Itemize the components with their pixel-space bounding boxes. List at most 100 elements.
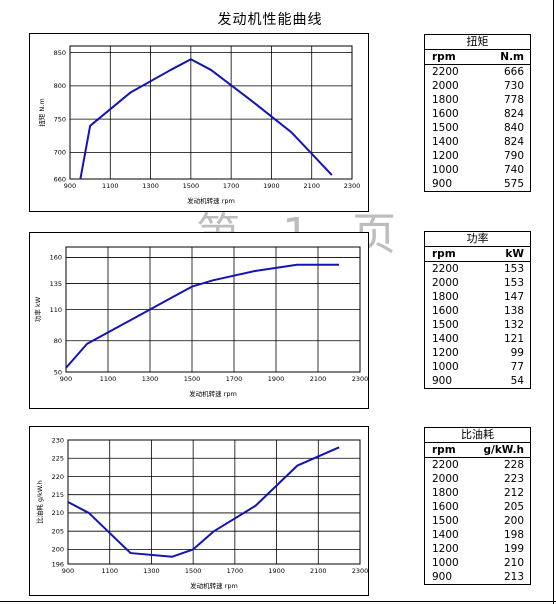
table-title: 扭矩: [424, 34, 531, 50]
rpm-cell: 2000: [432, 80, 459, 92]
rpm-cell: 1200: [432, 543, 459, 555]
table-row: 1500 200: [425, 514, 531, 528]
table-row: 900 54: [425, 374, 531, 389]
x-tick-label: 1700: [227, 567, 244, 575]
table-row: 1200 199: [425, 542, 531, 556]
table-header-row: rpm g/kW.h: [424, 442, 531, 458]
bsfc-chart: 900 1100 1300 1500 1700 1900 2100 2300 196 200 205…: [35, 436, 368, 590]
y-axis-label: 比油耗 g/kW.h: [35, 480, 44, 524]
table-header-cell: rpm: [424, 442, 471, 458]
x-tick-label: 1900: [268, 567, 285, 575]
table-row: 2200 153: [425, 262, 531, 277]
value-cell: 575: [503, 178, 524, 190]
y-tick-label: 50: [54, 368, 62, 376]
y-tick-label: 205: [52, 527, 64, 535]
value-cell: 824: [503, 108, 524, 120]
value-cell: 740: [503, 164, 524, 176]
rpm-cell: 1800: [432, 487, 459, 499]
rpm-cell: 1600: [432, 108, 459, 120]
y-tick-label: 210: [52, 509, 64, 517]
table-title-row: 功率: [424, 231, 531, 247]
x-tick-label: 2100: [310, 375, 327, 383]
x-tick-label: 1300: [142, 182, 159, 190]
power-chart-frame: 900 1100 1300 1500 1700 1900 2100 2300 50 80 110 13…: [29, 232, 369, 409]
torque-chart: 900 1100 1300 1500 1700 1900 2100 2300 660 700 750…: [37, 45, 361, 205]
value-cell: 77: [510, 361, 524, 373]
table-row: 1800 778: [425, 93, 531, 107]
rpm-cell: 1000: [432, 557, 459, 569]
y-tick-label: 660: [54, 175, 66, 183]
power-chart: 900 1100 1300 1500 1700 1900 2100 2300 50 80 110 13…: [33, 246, 368, 398]
power-table: 功率 rpm kW 2200 153 2000 153 1800 147 1600 138 1500 1…: [424, 231, 531, 389]
x-tick-label: 2100: [303, 182, 320, 190]
x-tick-label: 2300: [352, 375, 368, 383]
table-row: 1500 840: [425, 121, 531, 135]
rpm-cell: 2000: [432, 277, 459, 289]
rpm-cell: 1400: [432, 529, 459, 541]
table-row: 1000 77: [425, 360, 531, 374]
table-title: 功率: [424, 231, 531, 247]
y-tick-label: 196: [52, 560, 64, 568]
table-row: 1000 740: [425, 163, 531, 177]
value-cell: 210: [503, 557, 524, 569]
x-tick-label: 1100: [100, 375, 117, 383]
table-title: 比油耗: [424, 427, 531, 443]
value-cell: 228: [503, 459, 524, 471]
table-row: 1000 210: [425, 556, 531, 570]
x-tick-label: 2300: [344, 182, 361, 190]
y-tick-label: 215: [52, 491, 64, 499]
value-cell: 153: [503, 263, 524, 275]
table-row: 1800 212: [425, 486, 531, 500]
rpm-cell: 2200: [432, 66, 459, 78]
x-axis-label: 发动机转速 rpm: [190, 581, 238, 590]
value-cell: 790: [503, 150, 524, 162]
table-row: 1400 824: [425, 135, 531, 149]
rpm-cell: 1000: [432, 164, 459, 176]
x-tick-label: 1500: [183, 182, 200, 190]
table-row: 1800 147: [425, 290, 531, 304]
x-tick-label: 1100: [101, 567, 118, 575]
value-cell: 666: [503, 66, 524, 78]
rpm-cell: 900: [432, 178, 453, 190]
page-right-rule: [553, 0, 554, 604]
table-header-cell: kW: [483, 246, 531, 262]
value-cell: 730: [503, 80, 524, 92]
value-cell: 824: [503, 136, 524, 148]
bsfc-chart-frame: 900 1100 1300 1500 1700 1900 2100 2300 196 200 205…: [29, 426, 369, 596]
rpm-cell: 1500: [432, 515, 459, 527]
rpm-cell: 2200: [432, 459, 459, 471]
table-row: 2200 228: [425, 458, 531, 473]
value-cell: 138: [503, 305, 524, 317]
x-tick-label: 1500: [185, 567, 202, 575]
rpm-cell: 1800: [432, 291, 459, 303]
table-header-row: rpm N.m: [424, 49, 531, 65]
table-row: 900 213: [425, 570, 531, 585]
y-tick-label: 135: [50, 280, 62, 288]
value-cell: 153: [503, 277, 524, 289]
page-title: 发动机性能曲线: [217, 12, 323, 28]
rpm-cell: 1200: [432, 150, 459, 162]
plot-area: [69, 45, 353, 180]
x-tick-label: 1900: [263, 182, 280, 190]
y-tick-label: 200: [52, 546, 64, 554]
y-tick-label: 160: [50, 254, 62, 262]
table-row: 1600 205: [425, 500, 531, 514]
value-cell: 205: [503, 501, 524, 513]
table-title-row: 比油耗: [424, 427, 531, 443]
x-tick-label: 1300: [142, 375, 159, 383]
bsfc-table: 比油耗 rpm g/kW.h 2200 228 2000 223 1800 212 1600 205…: [424, 427, 531, 585]
rpm-cell: 1200: [432, 347, 459, 359]
value-cell: 840: [503, 122, 524, 134]
rpm-cell: 1000: [432, 361, 459, 373]
table-row: 1500 132: [425, 318, 531, 332]
x-axis-label: 发动机转速 rpm: [189, 389, 237, 398]
plot-area: [67, 439, 361, 565]
rpm-cell: 2200: [432, 263, 459, 275]
table-row: 1400 121: [425, 332, 531, 346]
y-axis-label: 扭矩 N.m: [37, 98, 46, 126]
value-cell: 213: [503, 571, 524, 583]
value-cell: 212: [503, 487, 524, 499]
table-row: 1200 790: [425, 149, 531, 163]
table-row: 1600 824: [425, 107, 531, 121]
y-tick-label: 225: [52, 455, 64, 463]
